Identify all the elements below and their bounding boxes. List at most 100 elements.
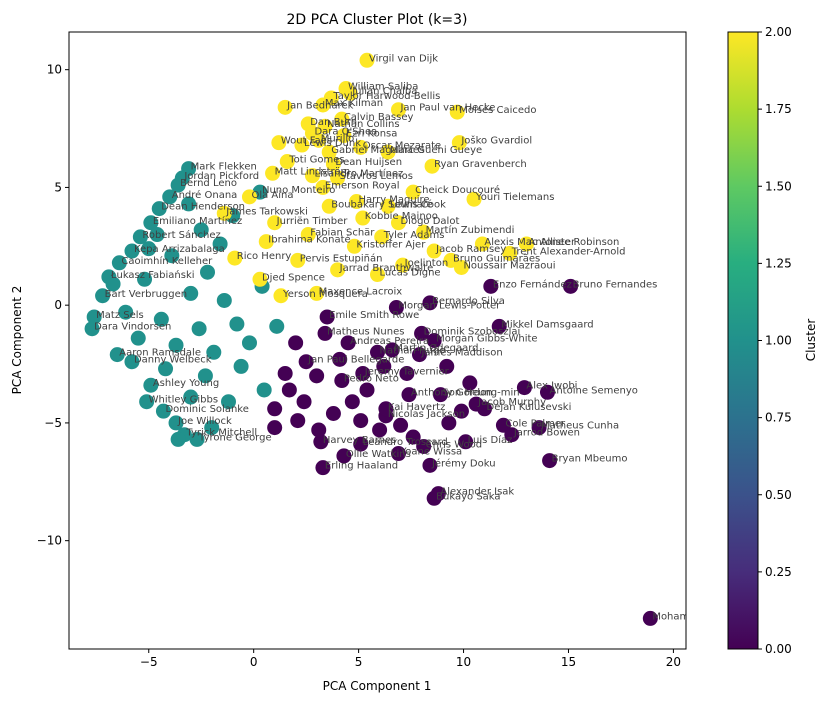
colorbar: 0.00 0.25 0.50 0.75 1.00 1.25 1.50 1.75 2.00 Clu… [727, 25, 818, 656]
data-point [388, 300, 404, 316]
data-point [411, 347, 427, 363]
point-label: Kristoffer Ajer [356, 239, 426, 250]
data-point [315, 179, 331, 195]
data-point [151, 201, 167, 217]
y-tick-label: 5 [54, 180, 62, 194]
data-point [137, 271, 153, 287]
data-point [458, 434, 474, 450]
data-point [370, 344, 385, 360]
point-label: Nicolas Jackson [388, 409, 465, 420]
data-point [416, 224, 432, 240]
data-point [241, 189, 257, 205]
point-label: Mikkel Damsgaard [501, 319, 593, 330]
data-point [353, 139, 369, 155]
data-point [315, 460, 331, 476]
point-label: Lucas Digne [380, 268, 441, 279]
point-label: Boubakary Soumaré [331, 198, 432, 210]
point-label: Ezri Konsa [346, 129, 398, 140]
data-point [183, 389, 199, 405]
data-point [181, 196, 197, 212]
point-label: Bryan Mbeumo [552, 454, 628, 465]
point-label: Stávros Lemos [340, 170, 413, 182]
data-point [516, 380, 532, 396]
point-label: Jan Paul Bellegarde [307, 355, 404, 366]
point-label: Nathan Collins [327, 119, 400, 130]
data-layer [84, 52, 658, 626]
point-label: Matt Lindström [275, 166, 351, 177]
data-point [86, 309, 102, 325]
point-label: Dara Vindorsen [94, 322, 171, 333]
point-label: Ashley Young [153, 378, 219, 389]
data-point [376, 358, 392, 374]
colorbar-tick-label: 0.75 [765, 411, 792, 425]
point-label: Chris Wood [426, 439, 482, 450]
point-label: Joško Gvardiol [460, 135, 532, 147]
data-point [170, 431, 186, 447]
data-point [359, 52, 375, 68]
data-point [563, 278, 579, 294]
data-point [233, 358, 249, 374]
point-label: Tyrick Mitchell [185, 428, 257, 439]
point-label: Joe Willock [177, 416, 232, 427]
data-point [453, 259, 469, 275]
data-point [229, 316, 245, 332]
point-label: Jarrod Bowen [513, 428, 580, 439]
data-point [311, 422, 327, 438]
data-point [183, 285, 199, 301]
data-point [317, 118, 333, 134]
data-point [502, 245, 518, 261]
point-label: Nuno Monteiro [262, 185, 335, 196]
data-point [162, 189, 178, 205]
data-point [170, 177, 186, 193]
point-label: Wout Faes [281, 136, 332, 147]
data-point [256, 382, 272, 398]
data-point [258, 234, 274, 250]
data-point [330, 170, 346, 186]
point-label: William Saliba [348, 82, 418, 93]
point-label: Lisandro Martínez [314, 168, 403, 180]
point-label: Bernd Leno [180, 178, 237, 189]
point-label: Diogo Dalot [400, 216, 459, 227]
data-point [474, 236, 490, 252]
data-point [432, 387, 448, 403]
data-point [277, 365, 293, 381]
data-point [158, 361, 174, 377]
data-point [477, 401, 493, 417]
point-label: Jan Paul van Hecke [399, 103, 495, 114]
data-point [111, 255, 127, 271]
y-tick-label: 0 [54, 298, 62, 312]
data-point [384, 342, 400, 358]
point-label: Murillo [321, 133, 355, 144]
point-label: Emile Smith Rowe [329, 310, 419, 321]
data-point [227, 250, 243, 266]
point-label: Dominik Szoboszlai [424, 326, 521, 337]
x-tick-label: −5 [140, 655, 158, 669]
point-label: Nathan Hugo [380, 345, 446, 356]
data-point [124, 243, 140, 259]
data-point [132, 229, 148, 245]
data-point [321, 198, 337, 214]
point-label: Cole Palmer [505, 418, 566, 429]
colorbar-tick-label: 1.50 [765, 179, 792, 193]
point-label: Mark Flekken [191, 162, 257, 173]
point-label: Robert Sánchez [142, 229, 220, 241]
point-label: Rico Henry [237, 251, 292, 262]
data-point [212, 236, 228, 252]
point-label: Enzo Fernández [493, 278, 572, 290]
data-point [378, 401, 394, 417]
data-point [414, 325, 430, 341]
data-point [334, 111, 350, 127]
point-label: Anthony Gordon [411, 388, 493, 399]
point-label: Dean Henderson [161, 202, 245, 213]
data-point [109, 347, 125, 363]
data-point [642, 610, 658, 626]
data-point [290, 413, 306, 429]
chart-title: 2D PCA Cluster Plot (k=3) [286, 12, 467, 28]
data-point [304, 168, 320, 184]
data-point [298, 354, 314, 370]
data-point [317, 325, 333, 341]
data-point [519, 236, 535, 252]
data-point [390, 446, 406, 462]
point-label: Antoine Semenyo [549, 385, 637, 396]
data-point [143, 215, 159, 231]
